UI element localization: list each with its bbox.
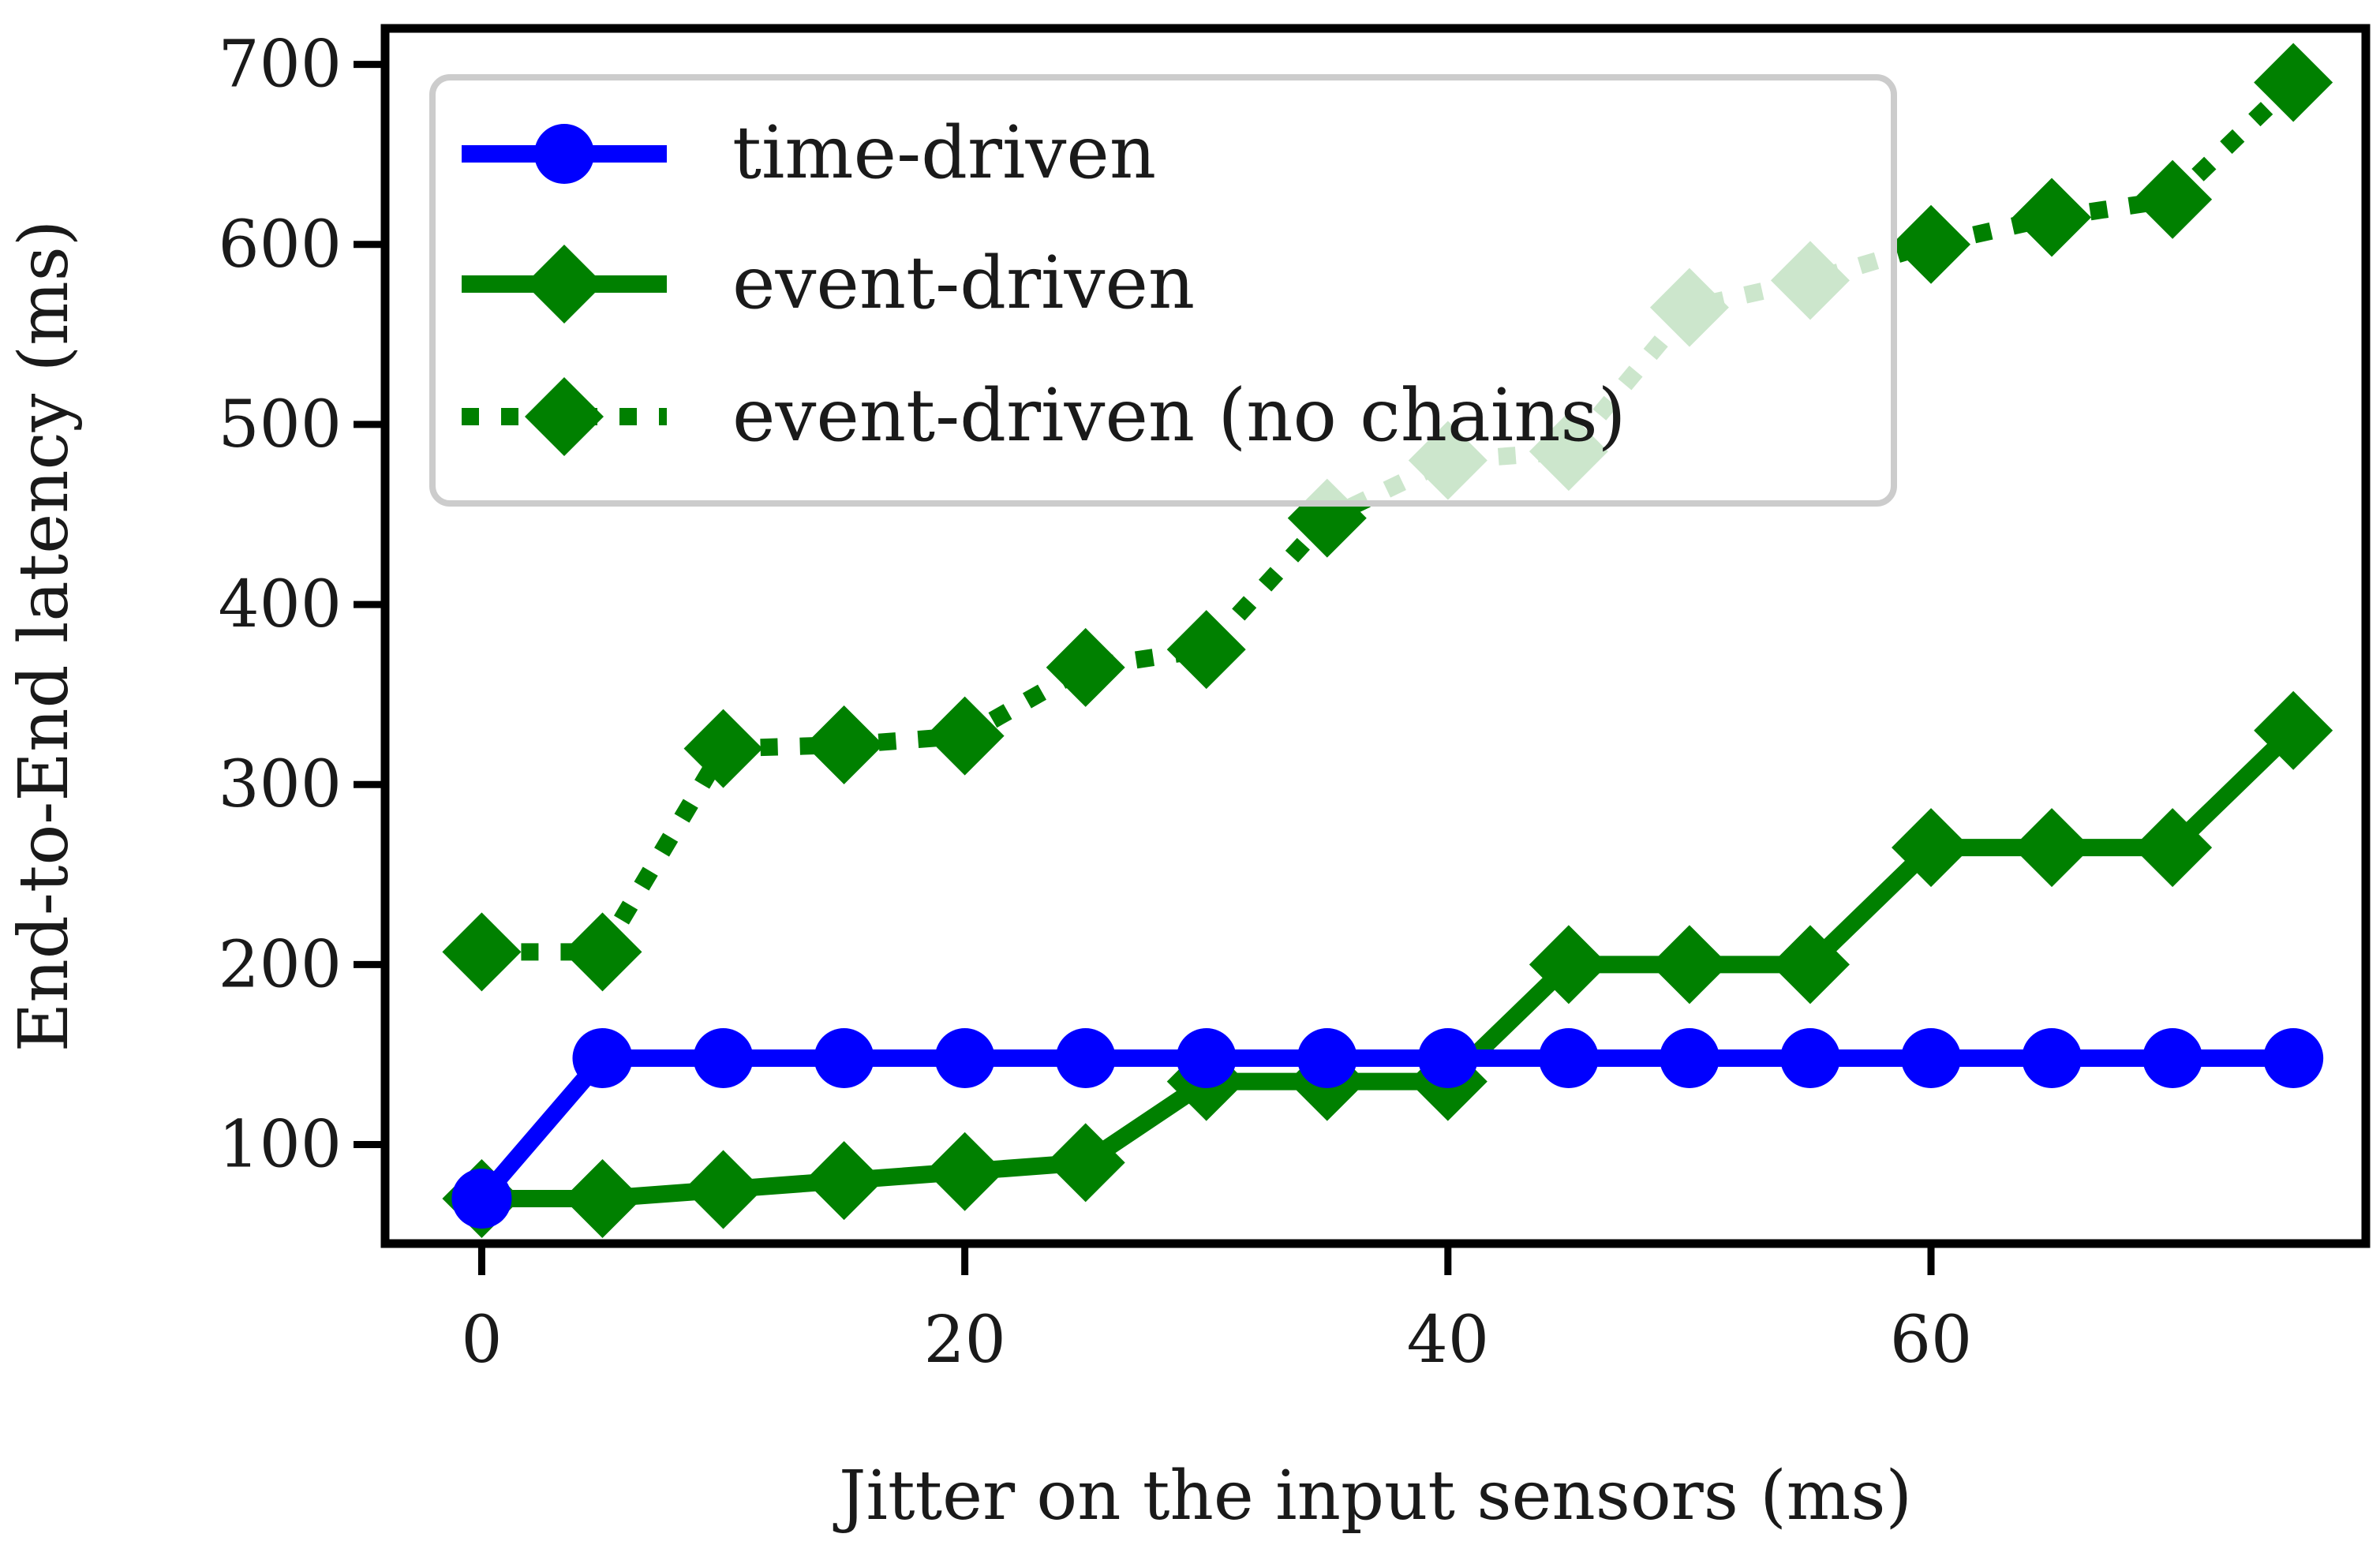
data-point <box>1417 1028 1478 1089</box>
data-point <box>2142 1028 2203 1089</box>
data-point <box>683 1150 763 1229</box>
data-point <box>1659 1028 1720 1089</box>
data-point <box>1649 925 1729 1004</box>
y-tick-label: 300 <box>218 747 342 822</box>
data-point <box>1297 1028 1357 1089</box>
data-point <box>2022 1028 2082 1089</box>
data-point <box>2133 159 2213 239</box>
data-point <box>934 1028 995 1089</box>
y-axis-label: End-to-End latency (ms) <box>5 220 84 1053</box>
data-point <box>2263 1028 2324 1089</box>
series-line-0 <box>475 1049 2294 1205</box>
y-tick-label: 500 <box>218 387 342 462</box>
data-point <box>1176 1028 1237 1089</box>
legend-box <box>429 74 1897 507</box>
data-point <box>804 705 884 785</box>
data-point <box>572 1028 633 1089</box>
x-tick-label: 60 <box>1890 1303 1972 1378</box>
legend-marker <box>534 124 594 184</box>
data-point <box>683 709 763 788</box>
data-point <box>442 912 522 992</box>
data-point <box>1538 1028 1599 1089</box>
data-point <box>1770 925 1850 1004</box>
legend-label: time-driven <box>732 110 1156 195</box>
plot-frame <box>380 24 2371 1248</box>
legend-label: event-driven <box>732 241 1195 325</box>
data-point <box>563 1158 642 1238</box>
data-point <box>1055 1028 1116 1089</box>
data-point <box>1779 1028 1840 1089</box>
data-point <box>2254 690 2333 770</box>
data-point <box>1901 1028 1962 1089</box>
data-point <box>1166 610 1246 690</box>
series-line-1 <box>481 724 2300 1207</box>
x-tick-label: 0 <box>461 1303 502 1378</box>
legend: time-driven event-driven event-driven (no … <box>429 74 1897 507</box>
data-point <box>2254 43 2333 122</box>
data-point <box>2012 808 2092 888</box>
data-point <box>2133 808 2213 888</box>
ticks-layer: 0 20 40 60 100 200 300 400 500 600 700 <box>218 28 1972 1378</box>
y-tick-label: 700 <box>218 28 342 103</box>
data-point <box>1046 627 1125 707</box>
data-point <box>925 696 1005 776</box>
data-point <box>2012 178 2092 257</box>
y-tick-label: 600 <box>218 208 342 282</box>
legend-marker <box>525 245 604 324</box>
x-tick-label: 20 <box>923 1303 1005 1378</box>
y-tick-label: 100 <box>218 1108 342 1183</box>
x-tick-label: 40 <box>1407 1303 1489 1378</box>
legend-marker <box>525 377 604 456</box>
data-point <box>1892 204 1971 284</box>
data-point <box>1892 808 1971 888</box>
legend-label: event-driven (no chains) <box>732 373 1626 458</box>
y-tick-label: 400 <box>218 567 342 642</box>
data-point <box>1529 925 1608 1004</box>
data-point <box>693 1028 754 1089</box>
data-point <box>925 1132 1005 1211</box>
data-point <box>1046 1123 1125 1203</box>
data-point <box>451 1168 512 1229</box>
x-axis-label: Jitter on the input sensors (ms) <box>833 1457 1912 1536</box>
data-point <box>563 912 642 992</box>
y-tick-label: 200 <box>218 927 342 1002</box>
data-point <box>804 1141 884 1221</box>
data-point <box>814 1028 874 1089</box>
